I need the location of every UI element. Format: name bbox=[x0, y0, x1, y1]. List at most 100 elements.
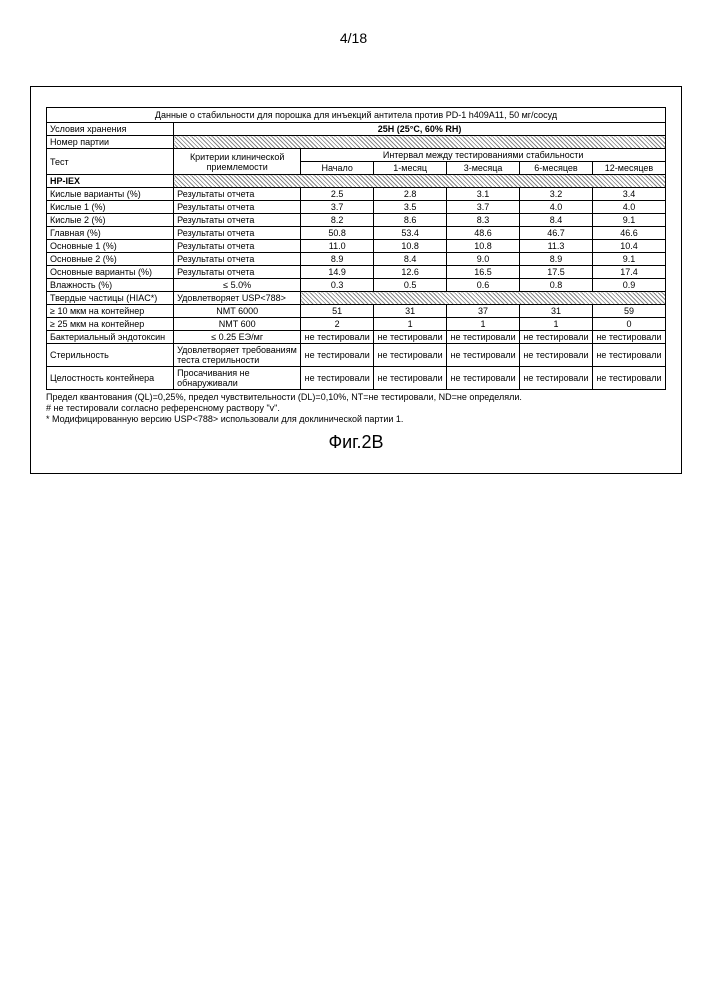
hp-iex-label: HP-IEX bbox=[47, 175, 174, 188]
test-label: Тест bbox=[47, 149, 174, 175]
r2-v2: 8.3 bbox=[447, 214, 520, 227]
row-particles: Твердые частицы (HIAC*) Удовлетворяет US… bbox=[47, 292, 666, 305]
integrity-label: Целостность контейнера bbox=[47, 367, 174, 390]
storage-label: Условия хранения bbox=[47, 123, 174, 136]
r2-crit: Результаты отчета bbox=[174, 214, 301, 227]
row-acidic-2: Кислые 2 (%) Результаты отчета 8.2 8.6 8… bbox=[47, 214, 666, 227]
r7-v1: 0.5 bbox=[374, 279, 447, 292]
integrity-crit: Просачивания не обнаруживали bbox=[174, 367, 301, 390]
row-acidic-1: Кислые 1 (%) Результаты отчета 3.7 3.5 3… bbox=[47, 201, 666, 214]
r4-v0: 11.0 bbox=[301, 240, 374, 253]
footnote-1: Предел квантования (QL)=0,25%, предел чу… bbox=[46, 392, 666, 403]
int-v3: не тестировали bbox=[520, 367, 593, 390]
endo-v2: не тестировали bbox=[447, 331, 520, 344]
r6-v4: 17.4 bbox=[592, 266, 665, 279]
ge25-v3: 1 bbox=[520, 318, 593, 331]
r6-v3: 17.5 bbox=[520, 266, 593, 279]
r0-v4: 3.4 bbox=[592, 188, 665, 201]
ge10-v0: 51 bbox=[301, 305, 374, 318]
ge10-v1: 31 bbox=[374, 305, 447, 318]
row-sterility: Стерильность Удовлетворяет требованиям т… bbox=[47, 344, 666, 367]
r1-label: Кислые 1 (%) bbox=[47, 201, 174, 214]
r4-v2: 10.8 bbox=[447, 240, 520, 253]
int-v1: не тестировали bbox=[374, 367, 447, 390]
r3-v1: 53.4 bbox=[374, 227, 447, 240]
particles-hatched bbox=[301, 292, 666, 305]
r7-v3: 0.8 bbox=[520, 279, 593, 292]
ge25-crit: NMT 600 bbox=[174, 318, 301, 331]
r2-v1: 8.6 bbox=[374, 214, 447, 227]
r3-v2: 48.6 bbox=[447, 227, 520, 240]
ge25-v2: 1 bbox=[447, 318, 520, 331]
sterility-label: Стерильность bbox=[47, 344, 174, 367]
r1-v3: 4.0 bbox=[520, 201, 593, 214]
row-ge10: ≥ 10 мкм на контейнер NMT 6000 51 31 37 … bbox=[47, 305, 666, 318]
ge10-label: ≥ 10 мкм на контейнер bbox=[47, 305, 174, 318]
ge10-crit: NMT 6000 bbox=[174, 305, 301, 318]
r3-crit: Результаты отчета bbox=[174, 227, 301, 240]
r4-v3: 11.3 bbox=[520, 240, 593, 253]
int-v0: не тестировали bbox=[301, 367, 374, 390]
batch-hatched bbox=[174, 136, 666, 149]
r4-crit: Результаты отчета bbox=[174, 240, 301, 253]
tp-2: 3-месяца bbox=[447, 162, 520, 175]
r3-v4: 46.6 bbox=[592, 227, 665, 240]
r7-label: Влажность (%) bbox=[47, 279, 174, 292]
r1-v2: 3.7 bbox=[447, 201, 520, 214]
ster-v2: не тестировали bbox=[447, 344, 520, 367]
r0-crit: Результаты отчета bbox=[174, 188, 301, 201]
endo-v0: не тестировали bbox=[301, 331, 374, 344]
r5-v1: 8.4 bbox=[374, 253, 447, 266]
r6-crit: Результаты отчета bbox=[174, 266, 301, 279]
row-integrity: Целостность контейнера Просачивания не о… bbox=[47, 367, 666, 390]
batch-label: Номер партии bbox=[47, 136, 174, 149]
endo-v4: не тестировали bbox=[592, 331, 665, 344]
r2-v0: 8.2 bbox=[301, 214, 374, 227]
ster-v1: не тестировали bbox=[374, 344, 447, 367]
endo-v1: не тестировали bbox=[374, 331, 447, 344]
storage-row: Условия хранения 25H (25°C, 60% RH) bbox=[47, 123, 666, 136]
hp-iex-hatched bbox=[174, 175, 666, 188]
r4-label: Основные 1 (%) bbox=[47, 240, 174, 253]
r3-v3: 46.7 bbox=[520, 227, 593, 240]
ge10-v2: 37 bbox=[447, 305, 520, 318]
row-basic-2: Основные 2 (%) Результаты отчета 8.9 8.4… bbox=[47, 253, 666, 266]
r6-v0: 14.9 bbox=[301, 266, 374, 279]
storage-value: 25H (25°C, 60% RH) bbox=[174, 123, 666, 136]
figure-frame: Данные о стабильности для порошка для ин… bbox=[30, 86, 682, 474]
r0-v0: 2.5 bbox=[301, 188, 374, 201]
figure-caption: Фиг.2B bbox=[46, 432, 666, 453]
r1-v0: 3.7 bbox=[301, 201, 374, 214]
r0-v2: 3.1 bbox=[447, 188, 520, 201]
r1-v1: 3.5 bbox=[374, 201, 447, 214]
r6-v2: 16.5 bbox=[447, 266, 520, 279]
sterility-crit: Удовлетворяет требованиям теста стерильн… bbox=[174, 344, 301, 367]
particles-crit: Удовлетворяет USP<788> bbox=[174, 292, 301, 305]
footnote-3: * Модифицированную версию USP<788> испол… bbox=[46, 414, 666, 425]
ge10-v3: 31 bbox=[520, 305, 593, 318]
tp-3: 6-месяцев bbox=[520, 162, 593, 175]
row-ge25: ≥ 25 мкм на контейнер NMT 600 2 1 1 1 0 bbox=[47, 318, 666, 331]
row-basic-variants: Основные варианты (%) Результаты отчета … bbox=[47, 266, 666, 279]
row-moisture: Влажность (%) ≤ 5.0% 0.3 0.5 0.6 0.8 0.9 bbox=[47, 279, 666, 292]
ge25-v0: 2 bbox=[301, 318, 374, 331]
row-main: Главная (%) Результаты отчета 50.8 53.4 … bbox=[47, 227, 666, 240]
r2-v4: 9.1 bbox=[592, 214, 665, 227]
page-number: 4/18 bbox=[30, 30, 677, 46]
r6-v1: 12.6 bbox=[374, 266, 447, 279]
ge10-v4: 59 bbox=[592, 305, 665, 318]
row-acidic-variants: Кислые варианты (%) Результаты отчета 2.… bbox=[47, 188, 666, 201]
stability-table: Данные о стабильности для порошка для ин… bbox=[46, 107, 666, 390]
r5-v4: 9.1 bbox=[592, 253, 665, 266]
ge25-v1: 1 bbox=[374, 318, 447, 331]
particles-label: Твердые частицы (HIAC*) bbox=[47, 292, 174, 305]
row-endotoxin: Бактериальный эндотоксин ≤ 0.25 EЭ/мг не… bbox=[47, 331, 666, 344]
r2-label: Кислые 2 (%) bbox=[47, 214, 174, 227]
row-basic-1: Основные 1 (%) Результаты отчета 11.0 10… bbox=[47, 240, 666, 253]
footnotes: Предел квантования (QL)=0,25%, предел чу… bbox=[46, 392, 666, 424]
hp-iex-row: HP-IEX bbox=[47, 175, 666, 188]
criteria-label: Критерии клинической приемлемости bbox=[174, 149, 301, 175]
r4-v4: 10.4 bbox=[592, 240, 665, 253]
r5-v0: 8.9 bbox=[301, 253, 374, 266]
ge25-v4: 0 bbox=[592, 318, 665, 331]
